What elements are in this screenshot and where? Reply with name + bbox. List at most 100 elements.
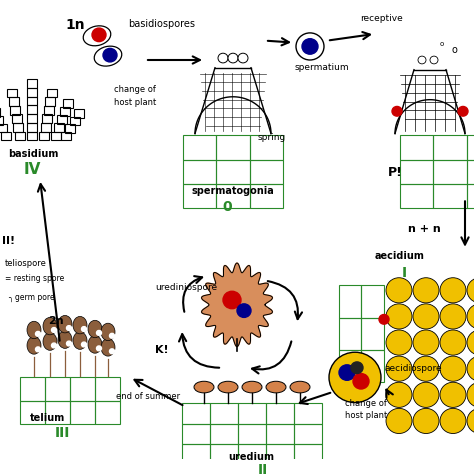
Text: o: o [440, 41, 444, 47]
Ellipse shape [43, 333, 57, 350]
Circle shape [440, 278, 466, 303]
Bar [210, 445, 238, 465]
Circle shape [237, 304, 251, 318]
Circle shape [52, 343, 56, 348]
Circle shape [440, 304, 466, 329]
Bar [15, 132, 25, 140]
Text: o: o [452, 45, 458, 55]
Bar [74, 109, 84, 118]
Bar [400, 136, 433, 160]
Bar [362, 350, 384, 382]
Circle shape [386, 382, 412, 407]
Text: spermatogonia: spermatogonia [192, 185, 275, 196]
Circle shape [92, 28, 106, 42]
Circle shape [97, 346, 101, 351]
Circle shape [430, 56, 438, 64]
Circle shape [413, 330, 439, 355]
Bar [182, 424, 210, 445]
Bar [7, 89, 17, 98]
Bar [12, 114, 22, 123]
Bar [65, 124, 75, 133]
Circle shape [66, 326, 72, 330]
Bar [45, 377, 70, 401]
Circle shape [302, 39, 318, 54]
Text: teliospore: teliospore [5, 259, 47, 268]
Text: host plant: host plant [345, 411, 387, 420]
Circle shape [386, 278, 412, 303]
Bar [266, 445, 294, 465]
Text: change of: change of [114, 85, 156, 94]
Bar [70, 377, 95, 401]
Bar [27, 114, 37, 123]
Bar [467, 136, 474, 160]
Bar [0, 124, 7, 132]
Bar [182, 402, 210, 424]
Bar [216, 184, 250, 208]
Circle shape [329, 352, 381, 402]
Circle shape [82, 327, 86, 331]
Bar [70, 401, 95, 424]
Text: receptive: receptive [360, 14, 403, 23]
Text: 0: 0 [222, 200, 232, 214]
Circle shape [351, 362, 363, 374]
Bar [339, 318, 362, 350]
Circle shape [413, 278, 439, 303]
Bar [0, 116, 3, 125]
Bar [27, 79, 37, 88]
Text: ╮ germ pore: ╮ germ pore [8, 293, 55, 302]
Ellipse shape [58, 316, 72, 333]
Text: uredium: uredium [228, 452, 274, 462]
Bar [294, 445, 322, 465]
Circle shape [418, 56, 426, 64]
Ellipse shape [73, 317, 87, 334]
Ellipse shape [101, 323, 115, 341]
Bar [266, 402, 294, 424]
Text: II: II [258, 463, 268, 474]
Bar [13, 123, 23, 132]
Bar [61, 132, 71, 140]
Circle shape [223, 291, 241, 309]
Circle shape [413, 356, 439, 381]
Circle shape [413, 304, 439, 329]
Bar [27, 106, 37, 114]
Circle shape [386, 330, 412, 355]
Text: host plant: host plant [114, 98, 156, 107]
Bar [339, 350, 362, 382]
Text: K!: K! [155, 345, 169, 355]
Bar [70, 117, 80, 125]
Circle shape [36, 331, 40, 336]
Bar [95, 377, 120, 401]
Bar [42, 114, 52, 123]
Circle shape [386, 356, 412, 381]
Bar [238, 424, 266, 445]
Circle shape [413, 409, 439, 434]
Text: basidiospores: basidiospores [128, 19, 195, 29]
Circle shape [238, 53, 248, 63]
Ellipse shape [101, 339, 115, 356]
Bar [238, 402, 266, 424]
Text: II!: II! [2, 236, 15, 246]
Bar [210, 402, 238, 424]
Bar [250, 136, 283, 160]
Text: IV: IV [24, 162, 41, 177]
Text: urediniospore: urediniospore [155, 283, 217, 292]
Circle shape [339, 365, 355, 380]
Bar [433, 136, 467, 160]
Text: basidium: basidium [8, 149, 58, 159]
Ellipse shape [27, 321, 41, 339]
Circle shape [440, 330, 466, 355]
Bar [250, 160, 283, 184]
Text: aecidium: aecidium [375, 251, 425, 261]
Bar [54, 123, 64, 132]
Text: telium: telium [30, 413, 65, 423]
Bar [10, 106, 20, 115]
Circle shape [467, 356, 474, 381]
Ellipse shape [27, 337, 41, 354]
Circle shape [467, 382, 474, 407]
Ellipse shape [73, 332, 87, 349]
Circle shape [36, 347, 40, 352]
Text: 1n: 1n [65, 18, 85, 32]
Text: spring: spring [258, 133, 286, 142]
Text: n + n: n + n [408, 224, 441, 234]
Circle shape [458, 107, 468, 116]
